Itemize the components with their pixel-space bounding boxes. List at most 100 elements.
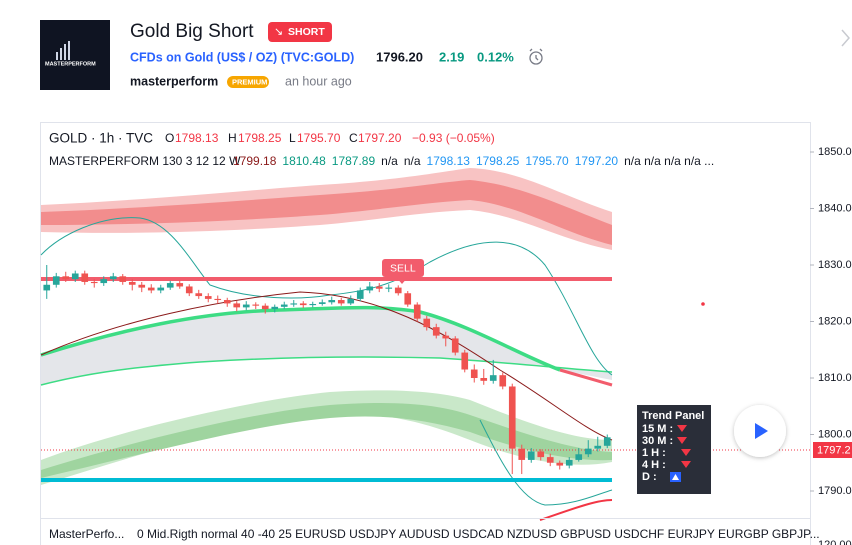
- candle-body: [109, 276, 117, 280]
- logo[interactable]: [40, 20, 110, 90]
- alarm-icon[interactable]: [529, 48, 543, 65]
- trend-row-label: 4 H :: [642, 459, 666, 471]
- indicator-value: 1795.70: [525, 154, 569, 168]
- logo-bars: [56, 41, 70, 60]
- candle-body: [214, 298, 222, 301]
- y-tick-label: 1830.0: [818, 259, 852, 271]
- candles: [43, 265, 611, 475]
- indicator-value: 1797.20: [575, 154, 619, 168]
- candle-body: [157, 287, 165, 291]
- candle-body: [204, 296, 212, 299]
- plot: [40, 168, 810, 521]
- y-tick-label: 1840.0: [818, 202, 852, 214]
- fast-line: [40, 305, 561, 372]
- l-label: L: [289, 131, 296, 145]
- short-badge-text: SHORT: [288, 26, 325, 38]
- candle-body: [43, 284, 51, 291]
- candle-body: [470, 369, 478, 378]
- trend-down: [681, 449, 691, 456]
- candle-body: [394, 287, 402, 294]
- candle-body: [499, 375, 507, 387]
- candle-body: [537, 451, 545, 458]
- candle-body: [603, 437, 611, 446]
- o-label: O: [165, 131, 174, 145]
- symbol-change-pct: 0.12%: [477, 49, 514, 64]
- candle-body: [565, 459, 573, 466]
- candle-body: [508, 386, 516, 449]
- o-value: 1798.13: [175, 131, 219, 145]
- trend-down: [681, 461, 691, 468]
- candle-body: [176, 283, 184, 287]
- trend-rows: 15 M :30 M :1 H :4 H :D :: [642, 423, 691, 483]
- logo-text: MASTERPERFORM: [45, 61, 96, 67]
- y-tick-label: 1790.0: [818, 485, 852, 497]
- candle-body: [527, 451, 535, 460]
- candle-body: [584, 448, 592, 455]
- y-tick-label: 1820.0: [818, 315, 852, 327]
- change: −0.93 (−0.05%): [412, 131, 495, 145]
- next-arrow[interactable]: [841, 29, 850, 47]
- symbol-link[interactable]: CFDs on Gold (US$ / OZ) (TVC:GOLD): [130, 50, 354, 64]
- sell-marker-tip: [396, 277, 408, 284]
- h-label: H: [228, 131, 237, 145]
- candle-body: [432, 327, 440, 336]
- cloud: [41, 307, 612, 385]
- candle-body: [280, 304, 288, 307]
- indicator-value: 1798.13: [427, 154, 471, 168]
- candle-body: [223, 300, 231, 304]
- slow-line: [40, 356, 613, 386]
- candle-body: [385, 287, 393, 289]
- c-value: 1797.20: [358, 131, 402, 145]
- candle-body: [119, 276, 127, 282]
- upper-band-inner: [41, 180, 612, 245]
- candle-body: [252, 304, 260, 306]
- price-label-box: [813, 442, 852, 458]
- trend-row-label: D :: [642, 471, 657, 483]
- candle-body: [309, 303, 317, 306]
- candle-body: [404, 293, 412, 305]
- trend-row-label: 1 H :: [642, 447, 666, 459]
- lower-band-inner: [41, 403, 612, 478]
- candle-body: [594, 445, 602, 449]
- symbol-price: 1796.20: [376, 49, 423, 64]
- candle-body: [318, 302, 326, 304]
- trend-down: [677, 437, 687, 444]
- bb-mid: [40, 291, 613, 441]
- short-badge: [268, 22, 332, 42]
- candle-body: [242, 304, 250, 308]
- candle-body: [546, 457, 554, 463]
- candle-body: [480, 378, 488, 381]
- ohlc: O 1798.13 H 1798.25 L 1795.70 C 1797.20 …: [165, 131, 495, 145]
- indicator-values: 1799.18 1810.48 1787.89 n/a n/a 1798.13 1798.2…: [233, 154, 714, 168]
- fast-line-red: [559, 368, 613, 387]
- price-axis: 1850.0 1840.0 1830.0 1820.0 1810.0 1800.0 1790…: [810, 146, 852, 497]
- footer-name: MasterPerfo...: [49, 527, 124, 541]
- candle-body: [347, 298, 355, 304]
- candle-body: [575, 454, 583, 460]
- c-label: C: [349, 131, 358, 145]
- premium-text: PREMIUM: [232, 77, 267, 86]
- play-icon: [755, 423, 768, 439]
- candle-body: [461, 352, 469, 370]
- idea-title: Gold Big Short: [130, 21, 254, 42]
- footer-params: 0 Mid.Rigth normal 40 -40 25 EURUSD USDJ…: [137, 527, 820, 541]
- price-label: 1797.2: [817, 444, 851, 456]
- axis-cut-label: 120.00: [818, 539, 852, 545]
- candle-body: [261, 305, 269, 310]
- candle-body: [147, 287, 155, 291]
- y-tick-label: 1810.0: [818, 372, 852, 384]
- candle-body: [52, 276, 60, 285]
- indicator-value: 1799.18: [233, 154, 277, 168]
- candle-body: [451, 338, 459, 353]
- candle-body: [195, 293, 203, 297]
- candle-body: [518, 448, 526, 460]
- symbol-change: 2.19: [439, 49, 464, 64]
- candle-body: [100, 279, 108, 284]
- trend-down: [677, 425, 687, 432]
- author[interactable]: masterperform: [130, 74, 218, 88]
- indicator-value: 1798.25: [476, 154, 520, 168]
- lower-band-outer: [41, 390, 612, 485]
- candle-body: [90, 281, 98, 284]
